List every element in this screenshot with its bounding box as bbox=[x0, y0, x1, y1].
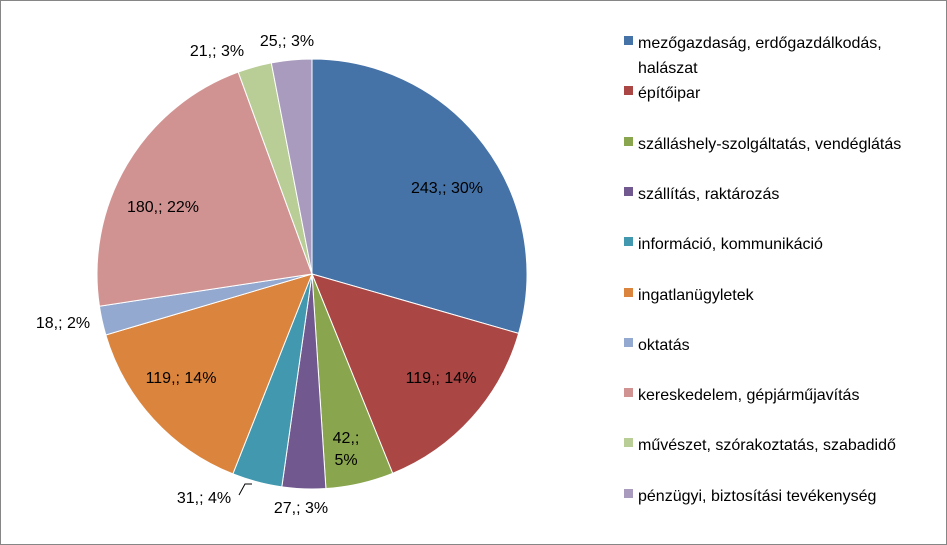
pie-slice-6 bbox=[105, 273, 313, 475]
legend-label: szálláshely-szolgáltatás, vendéglátás bbox=[638, 135, 902, 153]
legend-swatch bbox=[624, 388, 633, 398]
legend-swatch bbox=[624, 86, 633, 96]
data-label-5: 31,; 4% bbox=[177, 490, 231, 507]
legend-label: oktatás bbox=[638, 336, 690, 354]
legend-swatch bbox=[624, 237, 633, 247]
data-label-9: 21,; 3% bbox=[190, 43, 244, 60]
legend-swatch bbox=[624, 337, 633, 347]
data-label-4: 27,; 3% bbox=[274, 500, 328, 517]
legend-swatch bbox=[624, 438, 633, 448]
data-label-8: 180,; 22% bbox=[127, 199, 199, 216]
pie-slice-8 bbox=[96, 71, 313, 307]
data-label-6: 119,; 14% bbox=[146, 370, 217, 387]
pie-slice-2 bbox=[311, 273, 520, 474]
legend-label: mezőgazdaság, erdőgazdálkodás, halászat bbox=[638, 35, 882, 77]
pie-slice-1 bbox=[311, 58, 528, 335]
leader-line bbox=[238, 483, 252, 496]
legend-label: információ, kommunikáció bbox=[638, 236, 823, 254]
legend-label: kereskedelem, gépjárműjavítás bbox=[638, 387, 860, 405]
data-label-3: 42,; 5% bbox=[333, 430, 360, 469]
legend-label: szállítás, raktározás bbox=[638, 185, 780, 203]
legend-swatch bbox=[624, 136, 633, 146]
legend-swatch bbox=[624, 488, 633, 498]
data-label-1: 243,; 30% bbox=[411, 180, 483, 197]
legend-label: pénzügyi, biztosítási tevékenység bbox=[638, 487, 877, 505]
legend-swatch bbox=[624, 36, 633, 45]
legend-label: művészet, szórakoztatás, szabadidő bbox=[638, 437, 896, 455]
data-label-10: 25,; 3% bbox=[260, 33, 314, 50]
pie-slice-10 bbox=[270, 58, 313, 275]
legend-label: építőipar bbox=[638, 85, 701, 103]
data-label-7: 18,; 2% bbox=[36, 315, 90, 332]
legend-swatch bbox=[624, 186, 633, 196]
legend-swatch bbox=[624, 287, 633, 297]
legend-label: ingatlanügyletek bbox=[638, 286, 754, 304]
data-label-2: 119,; 14% bbox=[406, 370, 477, 387]
